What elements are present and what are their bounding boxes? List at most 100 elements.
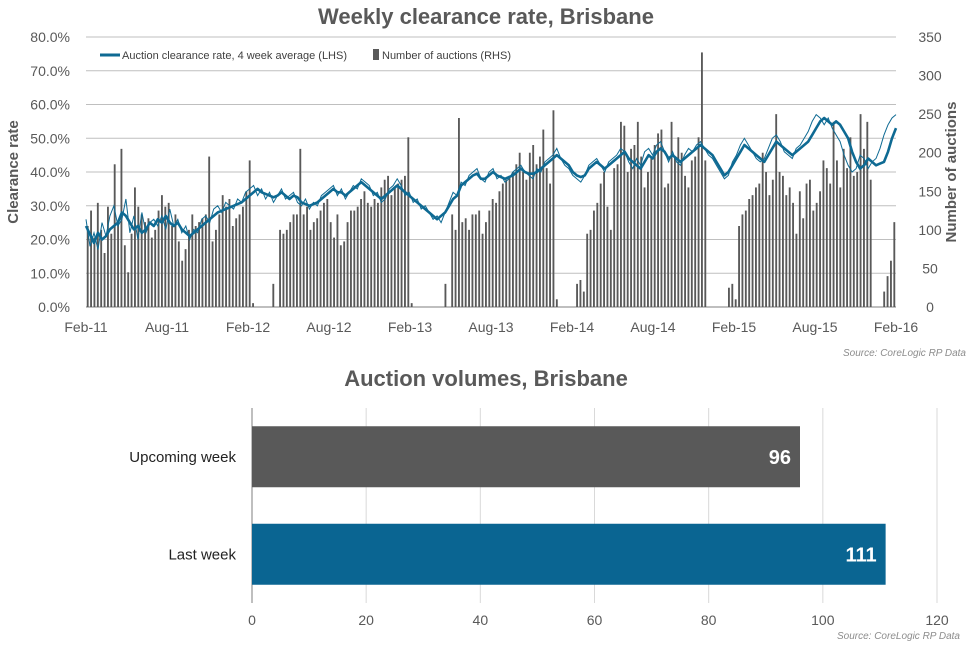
- auction-bar: [869, 179, 872, 307]
- x-tick: 0: [248, 612, 256, 628]
- auction-bar: [150, 237, 153, 307]
- auction-bar: [748, 199, 751, 307]
- auction-bar: [792, 202, 794, 307]
- auction-bar: [356, 206, 359, 307]
- auction-bar: [167, 202, 170, 307]
- auction-bar: [758, 183, 761, 307]
- y-tick-left: 10.0%: [30, 265, 70, 281]
- auction-bar: [522, 172, 524, 307]
- auction-bar: [326, 199, 329, 307]
- auction-bar: [208, 156, 211, 307]
- auction-bar: [505, 179, 508, 307]
- y-tick-left: 20.0%: [30, 232, 70, 248]
- auction-bar: [242, 206, 244, 307]
- auction-bar: [370, 206, 373, 307]
- legend-bar-label: Number of auctions (RHS): [382, 50, 511, 62]
- category-label: Last week: [168, 546, 236, 563]
- auction-bar: [235, 218, 238, 307]
- auction-bar: [846, 168, 848, 307]
- auction-bar: [397, 183, 400, 307]
- auction-bar: [188, 229, 190, 307]
- auction-bar: [319, 210, 322, 307]
- auction-bar: [856, 172, 859, 307]
- auction-bar: [832, 121, 835, 307]
- chart-title-clearance: Weekly clearance rate, Brisbane: [318, 4, 654, 29]
- auction-bar: [771, 179, 774, 307]
- auction-bar: [353, 210, 356, 307]
- auction-bar: [613, 168, 616, 307]
- auction-bar: [282, 233, 285, 307]
- volume-bar: [252, 426, 800, 488]
- auction-bar: [657, 133, 659, 307]
- auction-bar: [272, 283, 275, 307]
- auction-bar: [606, 206, 609, 307]
- auction-bar: [643, 187, 646, 307]
- auction-bar: [734, 299, 737, 307]
- auction-bar: [454, 229, 457, 307]
- auction-bar: [778, 172, 781, 307]
- y-tick-right: 50: [922, 260, 938, 276]
- auction-bar: [532, 145, 535, 307]
- auction-bar: [542, 129, 545, 307]
- clearance-4wk-avg-line: [84, 116, 898, 245]
- auction-bar: [582, 291, 585, 307]
- y-tick-right: 300: [918, 68, 942, 84]
- x-tick: 60: [587, 612, 603, 628]
- auction-bar: [471, 214, 474, 307]
- auction-bar: [863, 148, 865, 307]
- auction-bar: [667, 183, 670, 307]
- auction-bar: [680, 152, 683, 307]
- auction-bar: [883, 291, 886, 307]
- x-tick: 100: [811, 612, 835, 628]
- auction-bar: [147, 218, 150, 307]
- auction-bar: [201, 218, 204, 307]
- auction-bar: [100, 229, 103, 307]
- auction-bar: [134, 187, 136, 307]
- auction-bar: [464, 218, 467, 307]
- auction-bar: [822, 160, 825, 307]
- auction-bar: [491, 199, 494, 307]
- auction-bar: [825, 168, 828, 307]
- x-tick: 40: [473, 612, 489, 628]
- auction-bar: [468, 229, 470, 307]
- auction-bar: [842, 148, 845, 307]
- auction-bar: [252, 303, 254, 307]
- auction-bar: [893, 222, 896, 307]
- auction-bar: [215, 229, 217, 307]
- source-note-top: Source: CoreLogic RP Data: [842, 348, 966, 359]
- auction-bar: [704, 160, 707, 307]
- y-axis-label-right: Number of auctions: [943, 102, 960, 243]
- auction-bar: [285, 229, 288, 307]
- source-note-bottom: Source: CoreLogic RP Data: [836, 631, 960, 642]
- auction-bar: [701, 52, 703, 307]
- auction-bar: [248, 160, 251, 307]
- auction-bar: [302, 214, 305, 307]
- auction-bar: [481, 233, 484, 307]
- auction-bar: [127, 272, 130, 307]
- auction-bar: [653, 145, 656, 307]
- auction-bar: [323, 202, 325, 307]
- y-tick-right: 100: [918, 222, 942, 238]
- auction-bar: [660, 129, 663, 307]
- auction-bar: [525, 179, 528, 307]
- auction-bar: [211, 241, 214, 307]
- auction-bar: [103, 253, 106, 307]
- auction-bar: [812, 210, 815, 307]
- auction-bar: [461, 222, 464, 307]
- auction-bar: [603, 172, 605, 307]
- auction-bar: [478, 210, 481, 307]
- y-tick-right: 200: [918, 145, 942, 161]
- y-axis-label-left: Clearance rate: [5, 120, 22, 223]
- auction-bar: [120, 148, 123, 307]
- auction-bar: [383, 179, 386, 307]
- legend-line-label: Auction clearance rate, 4 week average (…: [122, 50, 347, 62]
- y-tick-left: 40.0%: [30, 164, 70, 180]
- x-tick: 20: [358, 612, 374, 628]
- auction-bar: [154, 229, 157, 307]
- legend-bar-swatch: [373, 49, 379, 60]
- auction-bar: [508, 175, 511, 307]
- auction-bar: [144, 222, 146, 307]
- x-tick: 80: [701, 612, 717, 628]
- auction-bar: [623, 125, 626, 307]
